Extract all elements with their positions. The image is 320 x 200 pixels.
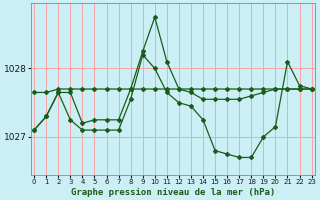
X-axis label: Graphe pression niveau de la mer (hPa): Graphe pression niveau de la mer (hPa) bbox=[71, 188, 275, 197]
